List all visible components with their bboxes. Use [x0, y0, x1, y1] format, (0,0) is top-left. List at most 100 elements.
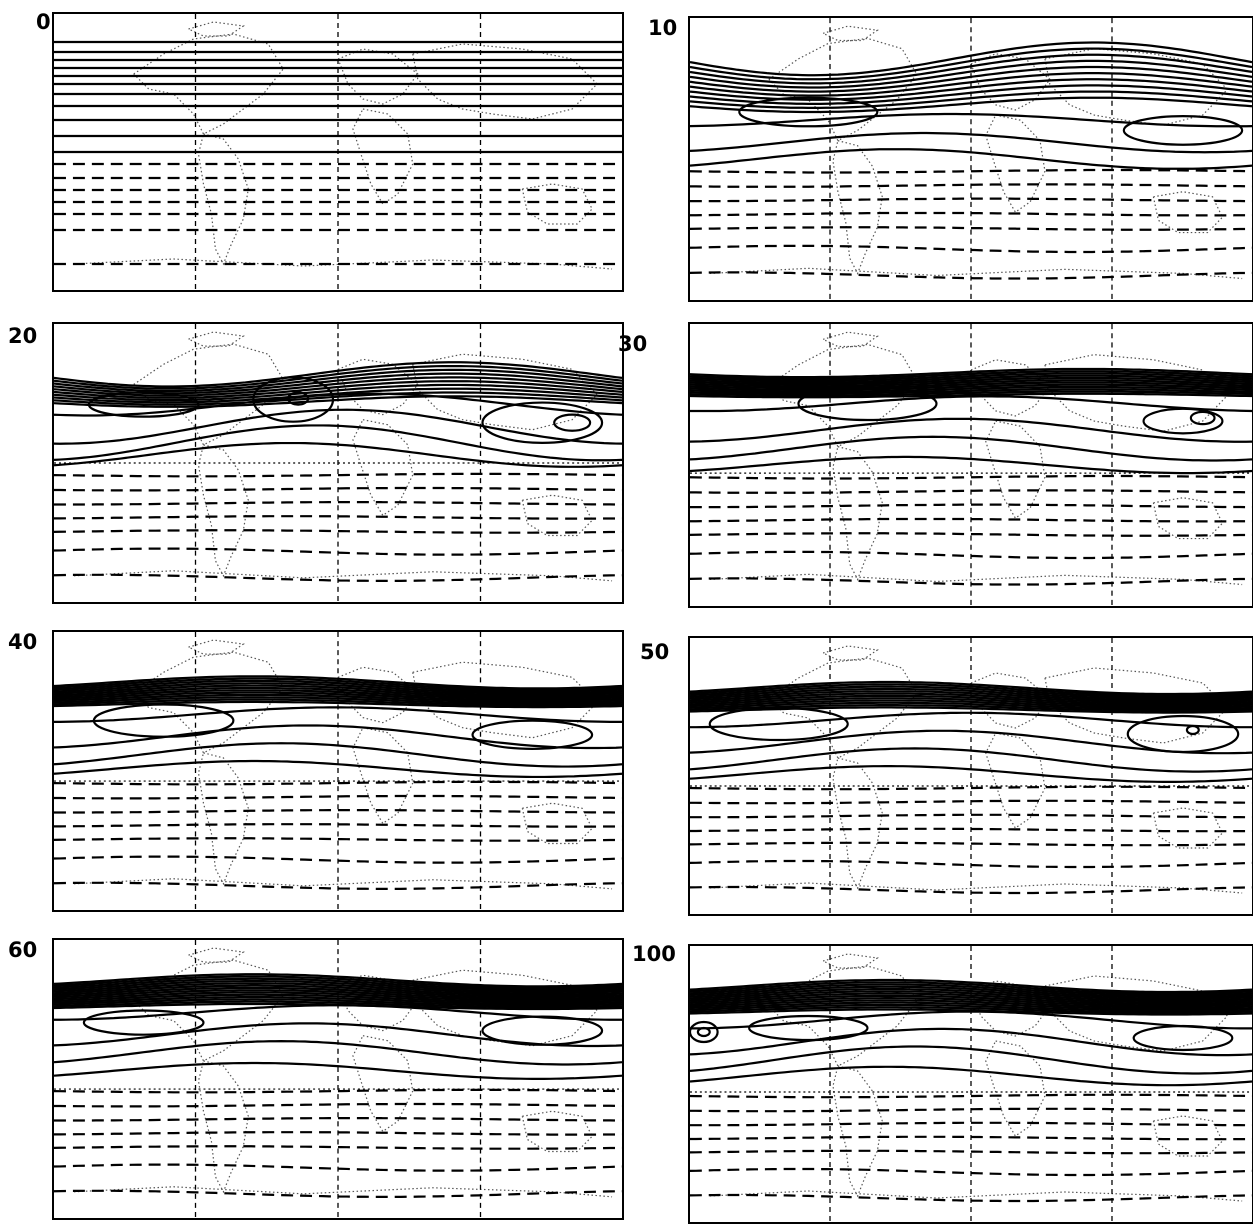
contour-line — [690, 799, 1252, 805]
contour-map — [688, 944, 1253, 1224]
eddy-contour — [1185, 724, 1200, 736]
map-panel: 20 — [8, 318, 624, 604]
solid-contours — [690, 41, 1252, 170]
contour-line — [690, 692, 1252, 704]
contour-line — [54, 996, 622, 1005]
contour-line — [54, 1116, 622, 1122]
coastline — [832, 140, 883, 275]
contour-line — [690, 885, 1252, 895]
contour-line — [690, 747, 1252, 773]
contour-line — [54, 993, 622, 1004]
contour-line — [690, 1045, 1252, 1075]
contour-line — [690, 385, 1252, 393]
contour-line — [690, 577, 1252, 586]
contour-line — [54, 1102, 622, 1108]
coastlines — [709, 331, 1243, 586]
closed-contours — [708, 706, 1240, 754]
contour-line — [54, 696, 622, 705]
coastline — [197, 133, 249, 266]
contour-line — [690, 197, 1252, 203]
contour-line — [690, 988, 1252, 1000]
contour-line — [690, 1121, 1252, 1127]
contour-line — [54, 361, 622, 388]
contour-map — [52, 938, 624, 1220]
eddy-contour — [1189, 410, 1216, 426]
coastline — [133, 33, 284, 135]
map-panel: 30 — [618, 318, 1253, 608]
coastline — [822, 953, 879, 969]
dashed-contours — [690, 785, 1252, 895]
coastline — [1044, 354, 1229, 432]
contour-line — [690, 455, 1252, 475]
contour-line — [54, 368, 622, 393]
coastline — [832, 446, 883, 581]
contour-line — [54, 679, 622, 693]
eddy-contour — [1132, 1024, 1234, 1052]
panel-label: 50 — [640, 640, 670, 664]
contour-line — [54, 977, 622, 991]
eddy-contour — [690, 1020, 719, 1044]
coastline — [521, 802, 593, 845]
eddy-contour — [82, 1009, 205, 1036]
contour-line — [690, 765, 1252, 783]
closed-contours — [82, 1009, 604, 1046]
contour-line — [690, 711, 1252, 729]
eddy-contour — [287, 391, 310, 406]
closed-contours — [87, 376, 604, 444]
contour-line — [54, 486, 622, 492]
contour-line — [690, 1167, 1252, 1177]
contour-line — [690, 994, 1252, 1006]
contour-line — [690, 1010, 1252, 1030]
contour-line — [690, 999, 1252, 1009]
solid-contours — [690, 978, 1252, 1087]
map-svg — [54, 940, 622, 1218]
coastline — [133, 651, 284, 754]
coastline — [133, 959, 284, 1062]
closed-contours — [738, 96, 1244, 146]
contour-line — [690, 226, 1252, 231]
coastline — [970, 359, 1051, 417]
contour-line — [690, 96, 1252, 114]
contour-line — [54, 1189, 622, 1198]
contour-line — [690, 532, 1252, 537]
contour-line — [690, 981, 1252, 995]
contour-line — [690, 990, 1252, 1002]
contour-line — [690, 383, 1252, 392]
contour-line — [54, 573, 622, 582]
eddy-contour — [696, 1026, 711, 1038]
dashed-contours — [690, 1093, 1252, 1203]
contour-line — [690, 1107, 1252, 1113]
contour-line — [54, 691, 622, 702]
meridians — [829, 324, 1113, 606]
contour-line — [54, 1163, 622, 1172]
contour-line — [690, 1193, 1252, 1203]
map-svg — [690, 324, 1252, 606]
closed-contours — [690, 1014, 1234, 1052]
contour-line — [54, 991, 622, 1002]
contour-line — [690, 503, 1252, 509]
contour-line — [690, 704, 1252, 712]
coastline — [822, 645, 879, 661]
contour-line — [690, 271, 1252, 280]
contour-line — [54, 837, 622, 842]
contour-line — [690, 859, 1252, 869]
contour-line — [54, 975, 622, 990]
contour-line — [54, 1040, 622, 1066]
coastline — [412, 43, 598, 120]
eddy-contour — [797, 386, 938, 422]
contour-line — [690, 372, 1252, 382]
contour-line — [54, 823, 622, 828]
map-panel: 50 — [640, 626, 1253, 916]
contour-line — [690, 992, 1252, 1004]
coastline — [1044, 667, 1229, 744]
panel-label: 0 — [36, 10, 51, 34]
contour-line — [54, 759, 622, 779]
contour-line — [54, 982, 622, 995]
contour-line — [690, 1006, 1252, 1014]
contour-line — [54, 881, 622, 890]
coastlines — [709, 953, 1243, 1202]
eddy-contour — [1142, 407, 1224, 435]
contour-line — [690, 690, 1252, 702]
contour-line — [690, 841, 1252, 847]
contour-line — [690, 687, 1252, 701]
